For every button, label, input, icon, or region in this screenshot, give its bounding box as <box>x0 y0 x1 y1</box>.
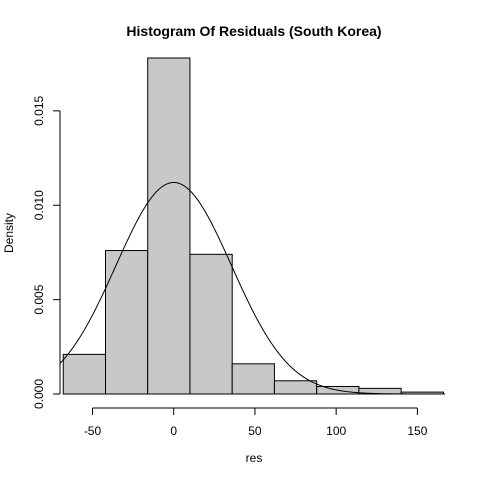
histogram-bar-1 <box>62 353 106 395</box>
chart-title: Histogram Of Residuals (South Korea) <box>126 23 381 39</box>
y-tick-label-0.000: 0.000 <box>32 379 46 409</box>
x-tick-label-100: 100 <box>326 424 346 438</box>
x-axis-label: res <box>246 451 263 465</box>
histogram-bars <box>62 57 444 395</box>
x-tick-label-50: 50 <box>248 424 262 438</box>
y-tick-label-0.005: 0.005 <box>32 284 46 314</box>
histogram-bar-4 <box>189 253 233 395</box>
x-tick-label-0: 0 <box>170 424 177 438</box>
x-axis: -50 0 50 100 150 <box>84 407 428 438</box>
x-tick-label--50: -50 <box>84 424 102 438</box>
x-tick-label-150: 150 <box>407 424 427 438</box>
histogram-bar-3 <box>147 57 191 395</box>
y-tick-label-0.015: 0.015 <box>32 96 46 126</box>
y-tick-label-0.010: 0.010 <box>32 190 46 220</box>
histogram-bar-6 <box>273 380 318 395</box>
histogram-bar-2 <box>104 250 149 395</box>
normal-density-curve <box>59 181 445 395</box>
y-axis: 0.000 0.005 0.010 0.015 <box>32 96 61 409</box>
histogram-bar-5 <box>231 363 275 395</box>
y-axis-label: Density <box>2 213 16 253</box>
